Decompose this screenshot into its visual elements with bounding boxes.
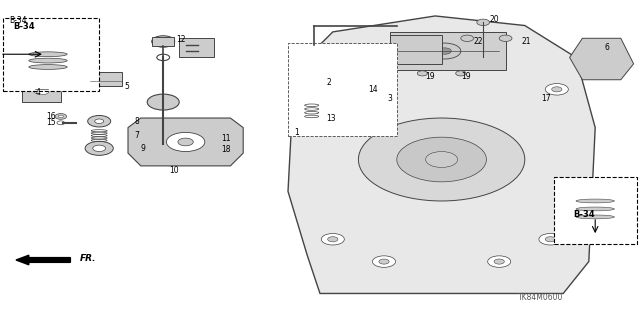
Text: 22: 22 <box>474 37 483 46</box>
Circle shape <box>192 132 218 145</box>
Text: 17: 17 <box>541 94 550 103</box>
Text: 7: 7 <box>134 131 140 140</box>
Circle shape <box>95 119 104 123</box>
Polygon shape <box>570 38 634 80</box>
Circle shape <box>34 87 49 95</box>
Circle shape <box>545 237 556 242</box>
Circle shape <box>93 145 106 152</box>
Ellipse shape <box>576 215 614 219</box>
Bar <box>152 37 174 46</box>
Text: 19: 19 <box>426 72 435 81</box>
Circle shape <box>456 71 466 76</box>
Circle shape <box>552 87 562 92</box>
FancyArrow shape <box>16 255 70 265</box>
Circle shape <box>85 141 113 155</box>
Ellipse shape <box>29 58 67 63</box>
Circle shape <box>461 35 474 41</box>
Text: 8: 8 <box>134 117 139 126</box>
Circle shape <box>430 36 440 41</box>
Text: B-34: B-34 <box>10 16 28 25</box>
Text: 21: 21 <box>522 37 531 46</box>
Text: 1: 1 <box>294 128 299 137</box>
Text: 11: 11 <box>221 134 230 143</box>
Text: TK84M0600: TK84M0600 <box>518 293 564 302</box>
Circle shape <box>372 256 396 267</box>
Circle shape <box>147 94 179 110</box>
Ellipse shape <box>576 207 614 211</box>
Bar <box>179 38 214 57</box>
Circle shape <box>344 100 353 104</box>
Bar <box>390 32 506 70</box>
Circle shape <box>417 71 428 76</box>
Text: 5: 5 <box>125 82 130 91</box>
Polygon shape <box>128 118 243 166</box>
Circle shape <box>307 117 316 122</box>
Text: 13: 13 <box>326 114 336 122</box>
Circle shape <box>178 138 193 146</box>
Circle shape <box>499 35 512 41</box>
Circle shape <box>494 259 504 264</box>
Text: 4: 4 <box>35 88 40 97</box>
Circle shape <box>88 115 111 127</box>
Bar <box>390 35 442 64</box>
Circle shape <box>166 132 205 152</box>
Circle shape <box>195 145 214 155</box>
Ellipse shape <box>576 199 614 203</box>
FancyBboxPatch shape <box>3 18 99 91</box>
Text: 9: 9 <box>141 144 146 153</box>
FancyBboxPatch shape <box>288 43 397 136</box>
Text: 2: 2 <box>326 78 331 87</box>
Ellipse shape <box>29 65 67 70</box>
Circle shape <box>321 74 344 85</box>
Polygon shape <box>288 16 595 293</box>
Text: 6: 6 <box>605 43 610 52</box>
Text: 16: 16 <box>46 112 56 121</box>
Circle shape <box>328 77 338 82</box>
Text: 10: 10 <box>170 166 179 175</box>
Text: 3: 3 <box>387 94 392 103</box>
Circle shape <box>157 140 170 147</box>
Ellipse shape <box>29 52 67 57</box>
Circle shape <box>438 48 451 54</box>
Bar <box>86 72 122 86</box>
Circle shape <box>58 115 63 118</box>
Circle shape <box>200 136 210 141</box>
Circle shape <box>488 256 511 267</box>
Circle shape <box>379 259 389 264</box>
Circle shape <box>429 43 461 59</box>
Text: 15: 15 <box>46 118 56 127</box>
Circle shape <box>321 234 344 245</box>
Text: 20: 20 <box>490 15 499 24</box>
Text: 19: 19 <box>461 72 470 81</box>
FancyBboxPatch shape <box>554 177 637 244</box>
Text: FR.: FR. <box>80 254 97 263</box>
Text: 12: 12 <box>176 35 186 44</box>
Circle shape <box>424 33 447 44</box>
Circle shape <box>328 237 338 242</box>
Circle shape <box>358 118 525 201</box>
Circle shape <box>152 36 175 47</box>
Circle shape <box>545 84 568 95</box>
Circle shape <box>201 148 209 152</box>
Text: B-34: B-34 <box>13 22 35 31</box>
Text: 14: 14 <box>368 85 378 94</box>
Circle shape <box>57 121 65 125</box>
Circle shape <box>539 234 562 245</box>
Circle shape <box>337 96 360 108</box>
Circle shape <box>477 19 490 26</box>
Bar <box>22 80 61 102</box>
Circle shape <box>300 114 323 125</box>
Text: B-34: B-34 <box>573 210 595 219</box>
Circle shape <box>426 152 458 167</box>
Circle shape <box>55 114 67 119</box>
Text: 18: 18 <box>221 145 230 154</box>
Circle shape <box>397 137 486 182</box>
Circle shape <box>157 54 170 61</box>
